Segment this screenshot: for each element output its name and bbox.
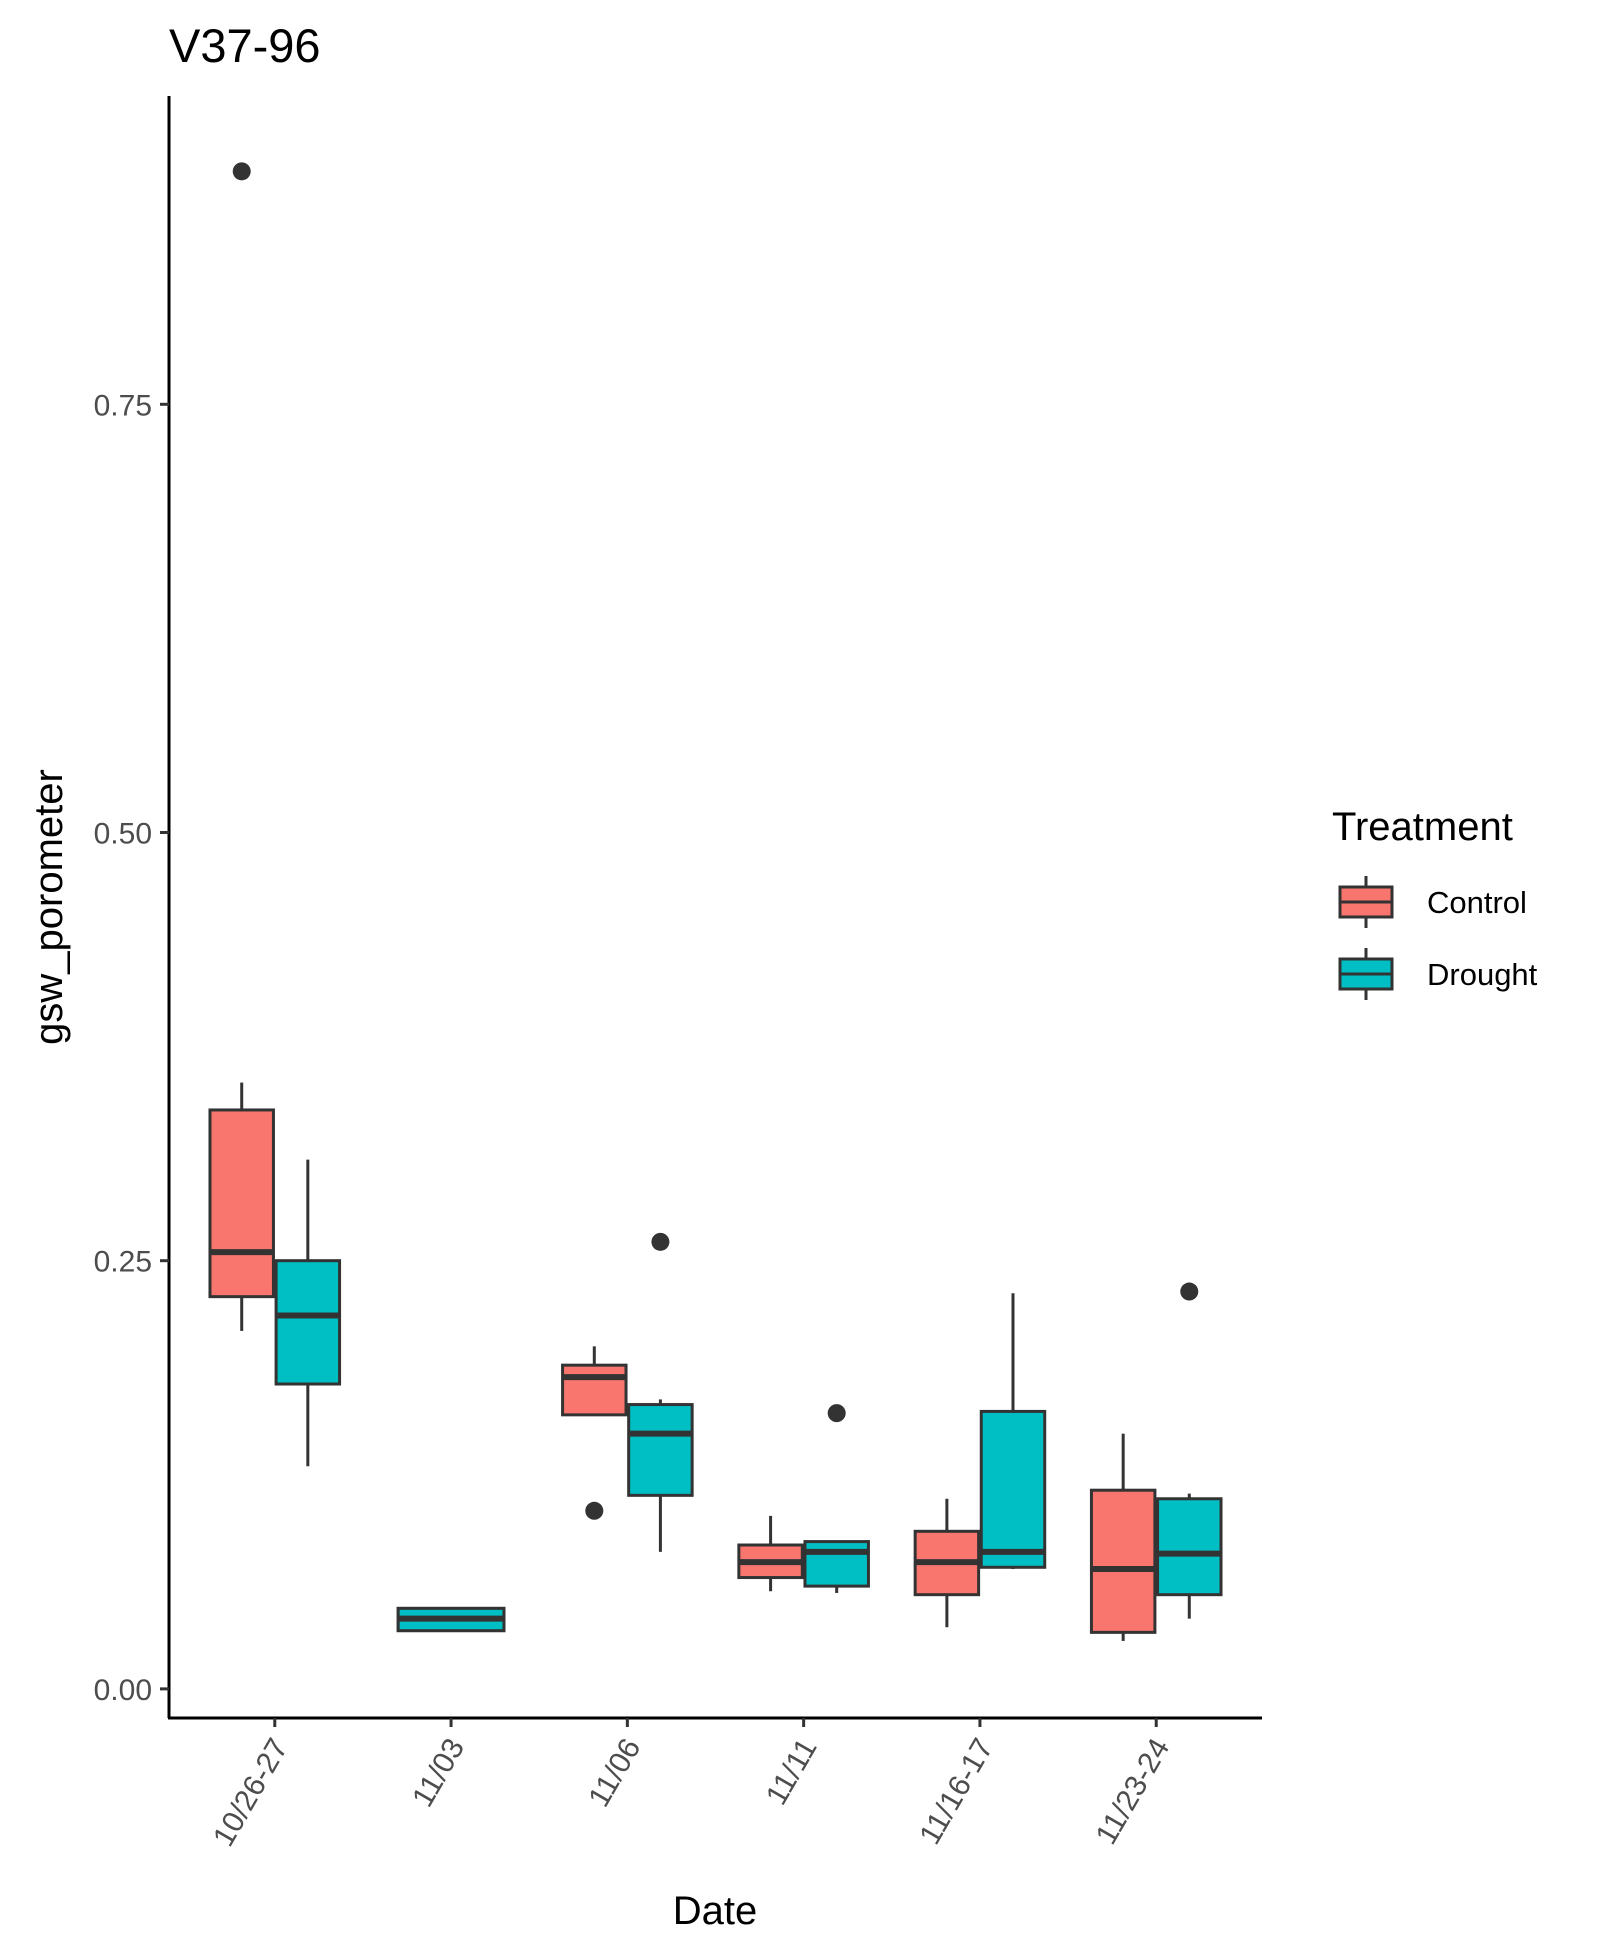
x-tick-label: 11/06 <box>582 1733 647 1813</box>
y-tick-label: 0.50 <box>94 817 152 850</box>
box-control <box>737 1515 804 1592</box>
outlier-point <box>827 1404 846 1423</box>
legend-title: Treatment <box>1332 805 1513 849</box>
y-tick-label: 0.75 <box>94 389 152 422</box>
box-drought <box>274 1159 342 1467</box>
y-ticks: 0.00 0.25 0.50 0.75 <box>94 389 169 1707</box>
legend-item-drought: Drought <box>1338 948 1538 1000</box>
box-control <box>561 1346 628 1520</box>
box-drought <box>396 1606 506 1633</box>
chart-title: V37-96 <box>169 19 321 72</box>
x-ticks: 10/26-27 11/03 11/06 11/11 11/16-17 11/23-24 <box>207 1718 1176 1852</box>
x-tick-label: 11/03 <box>406 1733 471 1813</box>
outlier-point <box>232 162 251 181</box>
outlier-point <box>585 1501 604 1520</box>
y-tick-label: 0.00 <box>94 1674 152 1707</box>
box-body <box>803 1540 870 1588</box>
box-body <box>274 1259 342 1386</box>
legend-label: Drought <box>1427 957 1538 992</box>
x-tick-label: 11/16-17 <box>913 1733 1000 1850</box>
outlier-point <box>651 1232 670 1251</box>
box-control <box>1089 1433 1157 1641</box>
box-body <box>979 1409 1047 1569</box>
box-drought <box>803 1404 870 1593</box>
box-body <box>1156 1497 1223 1597</box>
y-axis-title: gsw_porometer <box>27 769 71 1045</box>
box-drought <box>1156 1282 1223 1619</box>
legend-item-control: Control <box>1338 876 1527 928</box>
outlier-point <box>1180 1282 1199 1301</box>
x-tick-label: 11/23-24 <box>1090 1733 1177 1850</box>
box-drought <box>979 1293 1047 1569</box>
box-drought <box>627 1232 694 1552</box>
box-body <box>1089 1488 1157 1634</box>
x-tick-label: 11/11 <box>760 1733 824 1811</box>
x-axis-title: Date <box>673 1889 758 1933</box>
box-body <box>627 1403 694 1497</box>
box-layer <box>208 162 1223 1641</box>
legend-label: Control <box>1427 885 1527 920</box>
legend: Treatment Control Drought <box>1332 805 1538 1000</box>
box-control <box>208 162 275 1331</box>
x-tick-label: 10/26-27 <box>207 1733 295 1852</box>
box-body <box>208 1108 275 1299</box>
y-tick-label: 0.25 <box>94 1246 152 1279</box>
box-control <box>913 1498 981 1628</box>
box-body <box>561 1363 628 1417</box>
